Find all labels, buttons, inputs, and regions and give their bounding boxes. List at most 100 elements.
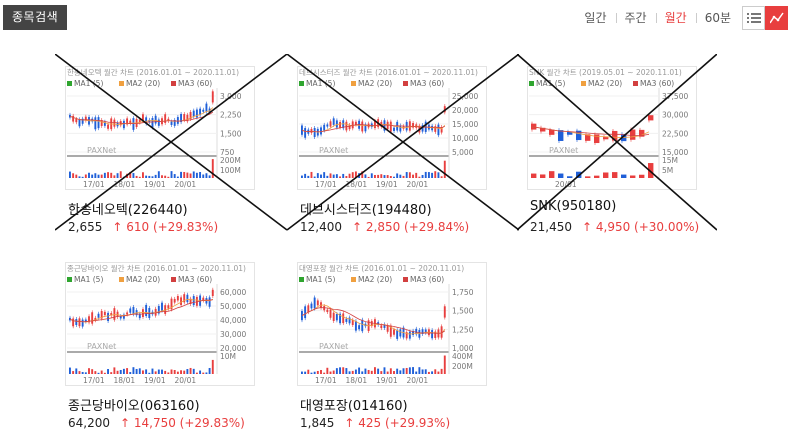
stock-card[interactable]: 한송네오텍 월간 차트 (2016.01.01 ~ 2020.11.01) MA1… — [65, 66, 255, 236]
price-tick-label: 20,000 — [452, 106, 478, 115]
watermark: PAXNet — [549, 146, 578, 155]
watermark: PAXNet — [87, 146, 116, 155]
chart-svg: 대영포장 월간 차트 (2016.01.01 ~ 2020.11.01) MA1 … — [297, 262, 487, 386]
price-tick-label: 3,000 — [220, 92, 242, 101]
chart-svg: SNK 월간 차트 (2019.05.01 ~ 2020.11.01) MA1 (… — [527, 66, 697, 190]
price-row: 2,655 ↑ 610 (+29.83%) — [68, 220, 218, 234]
stock-name[interactable]: 대영포장(014160) — [300, 399, 408, 414]
stock-card[interactable]: 데브시스터즈 월간 차트 (2016.01.01 ~ 2020.11.01) MA… — [297, 66, 487, 236]
date-tick-label: 20/01 — [555, 180, 577, 189]
tab-daily[interactable]: 일간 — [584, 11, 607, 25]
stock-name[interactable]: SNK(950180) — [530, 199, 617, 214]
price-change: ↑ 4,950 (+30.00%) — [582, 220, 700, 234]
price-tick-label: 10,000 — [452, 134, 478, 143]
date-tick-label: 18/01 — [114, 180, 136, 189]
legend-ma3: MA3 (60) — [178, 275, 212, 284]
date-tick-label: 17/01 — [315, 376, 337, 385]
date-tick-label: 17/01 — [83, 180, 105, 189]
legend-ma1: MA1 (5) — [74, 275, 103, 284]
stock-name[interactable]: 한송네오텍(226440) — [68, 203, 188, 218]
date-tick-label: 18/01 — [346, 376, 368, 385]
price-change: ↑ 14,750 (+29.83%) — [120, 416, 245, 430]
date-tick-label: 20/01 — [407, 180, 429, 189]
price-row: 12,400 ↑ 2,850 (+29.84%) — [300, 220, 469, 234]
tab-weekly[interactable]: 주간 — [615, 10, 656, 26]
price-tick-label: 25,000 — [452, 92, 478, 101]
volume-tick-label: 10M — [220, 352, 236, 361]
price-tick-label: 20,000 — [220, 344, 246, 353]
stock-card[interactable]: 대영포장 월간 차트 (2016.01.01 ~ 2020.11.01) MA1 … — [297, 262, 487, 432]
legend-ma1: MA1 (5) — [306, 275, 335, 284]
date-tick-label: 20/01 — [407, 376, 429, 385]
stock-card[interactable]: 종근당바이오 월간 차트 (2016.01.01 ~ 2020.11.01) MA… — [65, 262, 255, 432]
chart-icon — [770, 12, 784, 24]
tab-60min[interactable]: 60분 — [695, 10, 740, 26]
date-tick-label: 19/01 — [144, 376, 166, 385]
legend-ma2: MA2 (20) — [588, 79, 622, 88]
stock-chart[interactable]: 데브시스터즈 월간 차트 (2016.01.01 ~ 2020.11.01) MA… — [297, 66, 487, 190]
date-tick-label: 18/01 — [346, 180, 368, 189]
price-tick-label: 5,000 — [452, 148, 474, 157]
price-tick-label: 1,250 — [452, 325, 474, 334]
stock-chart[interactable]: 대영포장 월간 차트 (2016.01.01 ~ 2020.11.01) MA1 … — [297, 262, 487, 386]
chart-view-button[interactable] — [765, 6, 788, 30]
watermark: PAXNet — [87, 342, 116, 351]
price-row: 1,845 ↑ 425 (+29.93%) — [300, 416, 450, 430]
price-tick-label: 60,000 — [220, 288, 246, 297]
period-tabs: 일간 주간 월간 60분 — [575, 10, 740, 26]
current-price: 64,200 — [68, 416, 110, 430]
chart-title: 대영포장 월간 차트 (2016.01.01 ~ 2020.11.01) — [299, 263, 464, 273]
chart-title: 한송네오텍 월간 차트 (2016.01.01 ~ 2020.11.01) — [67, 67, 239, 77]
top-bar: 종목검색 일간 주간 월간 60분 — [0, 0, 800, 36]
legend-ma2: MA2 (20) — [358, 275, 392, 284]
price-tick-label: 50,000 — [220, 302, 246, 311]
list-icon — [747, 13, 761, 23]
price-tick-label: 15,000 — [452, 120, 478, 129]
legend-ma3: MA3 (60) — [410, 79, 444, 88]
price-row: 64,200 ↑ 14,750 (+29.83%) — [68, 416, 245, 430]
price-change: ↑ 425 (+29.93%) — [344, 416, 451, 430]
current-price: 2,655 — [68, 220, 103, 234]
legend-ma1: MA1 (5) — [74, 79, 103, 88]
volume-tick-label: 400M — [452, 352, 473, 361]
price-tick-label: 40,000 — [220, 316, 246, 325]
price-change: ↑ 610 (+29.83%) — [112, 220, 219, 234]
date-tick-label: 19/01 — [376, 180, 398, 189]
stock-name[interactable]: 데브시스터즈(194480) — [300, 203, 432, 218]
chart-title: 종근당바이오 월간 차트 (2016.01.01 ~ 2020.11.01) — [67, 263, 246, 273]
stock-search-button[interactable]: 종목검색 — [3, 5, 68, 30]
legend-ma1: MA1 (5) — [306, 79, 335, 88]
price-tick-label: 2,250 — [220, 111, 242, 120]
stock-chart[interactable]: 종근당바이오 월간 차트 (2016.01.01 ~ 2020.11.01) MA… — [65, 262, 255, 386]
watermark: PAXNet — [319, 146, 348, 155]
volume-tick-label: 5M — [662, 166, 673, 175]
price-tick-label: 1,500 — [220, 129, 242, 138]
current-price: 1,845 — [300, 416, 335, 430]
current-price: 21,450 — [530, 220, 572, 234]
date-tick-label: 19/01 — [144, 180, 166, 189]
legend-ma2: MA2 (20) — [126, 79, 160, 88]
stock-card[interactable]: SNK 월간 차트 (2019.05.01 ~ 2020.11.01) MA1 (… — [527, 66, 717, 236]
date-tick-label: 20/01 — [175, 376, 197, 385]
date-tick-label: 17/01 — [315, 180, 337, 189]
date-tick-label: 20/01 — [175, 180, 197, 189]
price-tick-label: 30,000 — [220, 330, 246, 339]
price-tick-label: 1,000 — [452, 344, 474, 353]
tab-monthly[interactable]: 월간 — [655, 10, 696, 26]
stock-chart[interactable]: 한송네오텍 월간 차트 (2016.01.01 ~ 2020.11.01) MA1… — [65, 66, 255, 190]
legend-ma3: MA3 (60) — [178, 79, 212, 88]
date-tick-label: 18/01 — [114, 376, 136, 385]
legend-ma1: MA1 (5) — [536, 79, 565, 88]
stock-name[interactable]: 종근당바이오(063160) — [68, 399, 200, 414]
legend-ma3: MA3 (60) — [410, 275, 444, 284]
legend-ma3: MA3 (60) — [640, 79, 674, 88]
watermark: PAXNet — [319, 342, 348, 351]
list-view-button[interactable] — [742, 6, 765, 30]
price-tick-label: 22,500 — [662, 129, 688, 138]
price-tick-label: 1,500 — [452, 307, 474, 316]
volume-tick-label: 200M — [220, 156, 241, 165]
stock-chart[interactable]: SNK 월간 차트 (2019.05.01 ~ 2020.11.01) MA1 (… — [527, 66, 717, 190]
price-row: 21,450 ↑ 4,950 (+30.00%) — [530, 220, 699, 234]
legend-ma2: MA2 (20) — [358, 79, 392, 88]
price-change: ↑ 2,850 (+29.84%) — [352, 220, 470, 234]
